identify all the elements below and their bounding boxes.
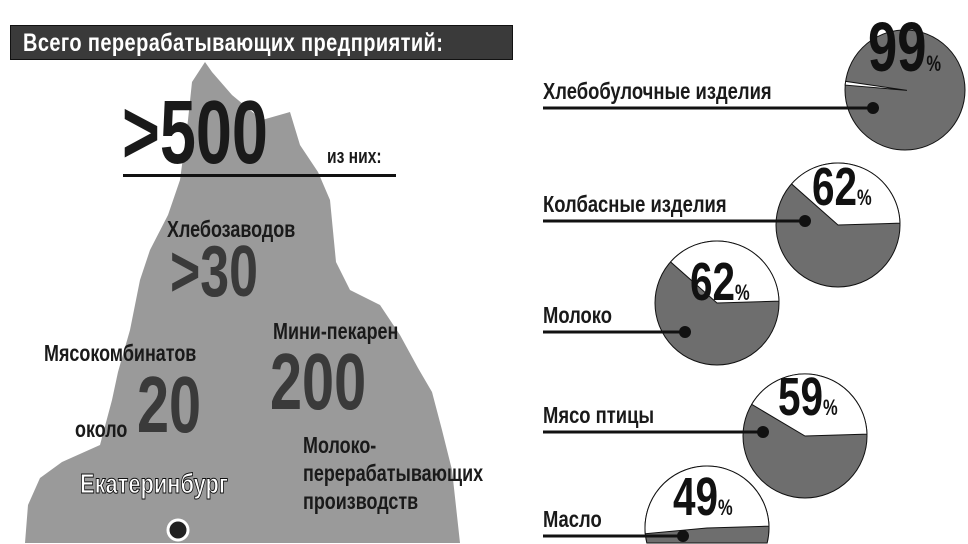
region-shape (25, 62, 460, 543)
pie-value: 62% (812, 160, 872, 214)
leader-dot (757, 426, 769, 438)
meat-label: Мясокомбинатов (44, 340, 197, 366)
pie-label: Мясо птицы (543, 402, 655, 428)
pie-value-unit: % (823, 395, 838, 420)
pie-value-number: 59 (778, 367, 824, 427)
pie-1 (543, 29, 966, 151)
pie-rest-slice (844, 80, 908, 91)
dairy-label-line2: перерабатывающих (303, 460, 484, 486)
total-value: >500 (122, 83, 268, 183)
total-suffix: из них: (327, 146, 382, 168)
pie-label: Масло (543, 506, 602, 532)
pie-rest-slice (669, 240, 780, 304)
dairy-label-line3: производств (303, 488, 419, 514)
bakeries-value: >30 (170, 232, 258, 312)
header-title: Всего перерабатывающих предприятий: (23, 29, 444, 57)
leader-dot (867, 102, 879, 114)
pie-value-number: 62 (812, 157, 858, 217)
pie-value-unit: % (718, 495, 733, 520)
pie-value-number: 49 (673, 467, 719, 527)
pie-value: 62% (690, 255, 750, 309)
city-label: Екатеринбург (80, 468, 229, 500)
pie-value-unit: % (857, 185, 872, 210)
pie-value-number: 99 (868, 8, 927, 86)
header-banner: Всего перерабатывающих предприятий: (10, 25, 513, 60)
pie-rest-slice (644, 465, 770, 535)
pie-value: 99% (868, 12, 941, 82)
mini-label: Мини-пекарен (273, 318, 399, 344)
bakeries-label: Хлебозаводов (167, 216, 296, 242)
pie-5 (543, 465, 770, 544)
pie-label: Молоко (543, 302, 612, 328)
total-underline (123, 174, 396, 177)
meat-value: 20 (137, 360, 202, 449)
pie-rest-slice (790, 162, 901, 226)
pie-4 (543, 373, 868, 499)
leader-dot (677, 530, 689, 542)
pie-2 (543, 162, 901, 288)
leader-dot (799, 215, 811, 227)
pie-value-number: 62 (690, 252, 736, 312)
pie-rest-slice (750, 373, 868, 437)
meat-prefix: около (75, 416, 128, 442)
pie-value: 49% (673, 470, 733, 524)
pie-value: 59% (778, 370, 838, 424)
pie-label: Хлебобулочные изделия (543, 78, 772, 104)
mini-value: 200 (270, 337, 367, 426)
leader-dot (679, 326, 691, 338)
pie-3 (543, 240, 780, 366)
city-marker-icon (166, 518, 190, 542)
pie-value-unit: % (926, 51, 942, 76)
dairy-label-line1: Молоко- (303, 432, 377, 458)
pie-value-unit: % (735, 280, 750, 305)
pie-label: Колбасные изделия (543, 191, 727, 217)
